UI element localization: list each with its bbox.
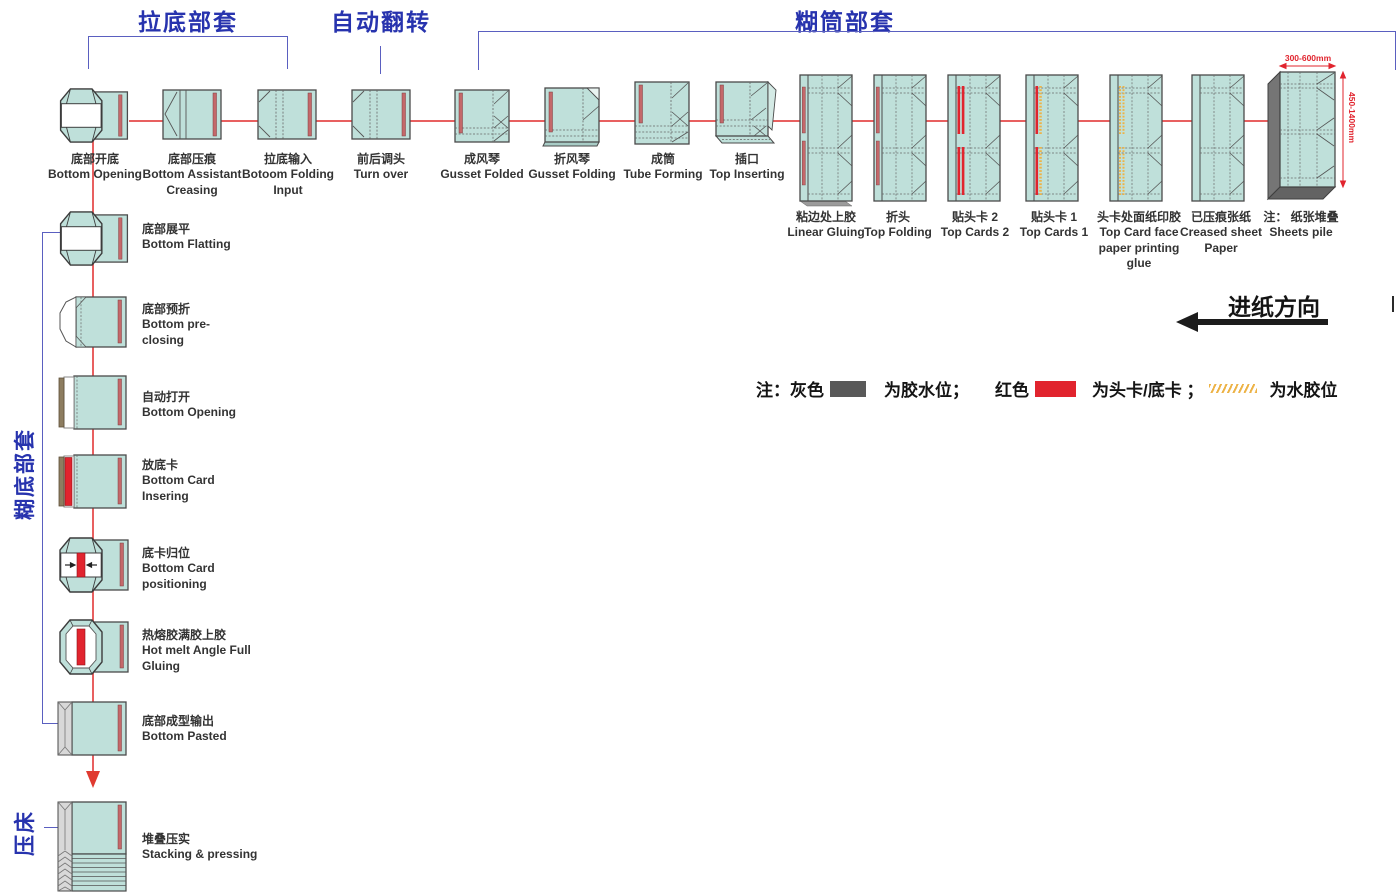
blank-graphic-top-folding <box>873 74 927 202</box>
bag-graphic-hot-melt-gluing <box>59 619 129 675</box>
feed-direction-arrowhead <box>1176 312 1198 332</box>
dim-height-label: 450-1400mm <box>1347 92 1357 144</box>
stage-label: 折风琴 Gusset Folding <box>528 152 616 182</box>
legend-note-prefix: 注：灰色 <box>756 381 824 400</box>
bag-graphic-bottom-preclosing <box>59 296 127 348</box>
stage-label: 底部成型输出 Bottom Pasted <box>142 714 227 744</box>
stage-label: 自动打开 Bottom Opening <box>142 390 236 420</box>
stage-label: 拉底输入 Botoom Folding Input <box>242 152 334 197</box>
stage-label: 成风琴 Gusset Folded <box>440 152 524 182</box>
stage-label: 前后调头 Turn over <box>353 152 409 182</box>
legend-hatch-meaning: 为水胶位 <box>1269 381 1338 400</box>
legend-gray-meaning: 为胶水位； <box>884 381 969 400</box>
blank-graphic-top-cards-1 <box>1025 74 1079 202</box>
legend-gray-swatch <box>830 380 866 397</box>
line-press <box>44 827 60 828</box>
stage-label: 底部展平 Bottom Flatting <box>142 222 231 252</box>
stage-label: 堆叠压实 Stacking & pressing <box>142 832 258 862</box>
stage-label: 底部开底 Bottom Opening <box>48 152 142 182</box>
legend-red-swatch <box>1035 380 1076 397</box>
stage-label: 插口 Top Inserting <box>709 152 785 182</box>
stage-label: 底部压痕 Bottom Assistant Creasing <box>142 152 242 197</box>
stage-label: 成筒 Tube Forming <box>623 152 703 182</box>
bag-graphic-bottom-opening-auto <box>58 375 127 430</box>
stage-label: 底部预折 Bottom pre-closing <box>142 302 210 347</box>
blank-graphic-creased-sheet <box>1191 74 1245 202</box>
feed-direction-label: 进纸方向 <box>1228 294 1320 320</box>
header-tube-gluing-section: 糊筒部套 <box>795 9 895 35</box>
bag-graphic-bottom-creasing <box>162 89 222 140</box>
header-pull-bottom-section: 拉底部套 <box>138 9 238 35</box>
blank-graphic-top-cards-2 <box>947 74 1001 202</box>
edge-mark <box>1392 296 1394 312</box>
stage-label: 贴头卡 1 Top Cards 1 <box>1019 210 1089 240</box>
bag-graphic-bottom-card-positioning <box>59 537 129 593</box>
legend: 注：灰色 为胶水位； 红色 为头卡/底卡 ； 为水胶位 <box>756 376 1337 401</box>
legend-red-label: 红色 <box>995 381 1029 400</box>
blank-graphic-linear-gluing <box>799 74 853 207</box>
flow-line-horizontal <box>129 119 1268 122</box>
stage-label: 粘边处上胶 Linear Gluing <box>787 210 865 240</box>
header-press-section: 压床 <box>14 810 37 856</box>
legend-hatch-swatch <box>1209 384 1258 393</box>
header-auto-turn-section: 自动翻转 <box>331 9 431 35</box>
bag-graphic-bottom-card-inserting <box>58 454 127 509</box>
sheets-pile-graphic <box>1266 62 1347 201</box>
stage-label: 底卡归位 Bottom Card positioning <box>142 546 215 591</box>
bag-graphic-bottom-pasted <box>57 701 127 756</box>
bracket-bottom-gluing <box>42 232 61 724</box>
bag-graphic-gusset-folding <box>542 87 600 147</box>
blank-graphic-printing-glue <box>1109 74 1163 202</box>
bag-graphic-tube-forming <box>634 81 690 145</box>
bag-graphic-folding-input <box>257 89 317 140</box>
flow-arrowhead-down <box>85 771 100 788</box>
header-bottom-gluing-section: 糊底部套 <box>14 428 37 520</box>
stage-label: 注： 纸张堆叠 Sheets pile <box>1263 210 1339 240</box>
stage-label: 已压痕张纸 Creased sheet Paper <box>1179 210 1263 255</box>
bag-graphic-top-inserting <box>715 81 777 144</box>
bag-graphic-gusset-folded <box>454 89 510 143</box>
stage-label: 热熔胶满胶上胶 Hot melt Angle Full Gluing <box>142 628 251 673</box>
stage-label: 折头 Top Folding <box>864 210 932 240</box>
bag-graphic-bottom-flatting <box>59 211 129 266</box>
bag-graphic-bottom-opening <box>59 88 129 143</box>
feed-direction-arrow <box>1196 319 1328 325</box>
stage-label: 头卡处面纸印胶 Top Card face paper printing glue <box>1096 210 1181 271</box>
dim-width-label: 300-600mm <box>1284 53 1332 63</box>
stage-label: 贴头卡 2 Top Cards 2 <box>940 210 1010 240</box>
stage-label: 放底卡 Bottom Card Insering <box>142 458 215 503</box>
legend-red-meaning: 为头卡/底卡 ； <box>1092 381 1204 400</box>
bag-graphic-turn-over <box>351 89 411 140</box>
bag-graphic-stacking-pressing <box>57 801 127 892</box>
bracket-pull-bottom <box>88 36 288 69</box>
bracket-tube-gluing <box>478 31 1396 70</box>
line-auto-turn <box>380 46 381 74</box>
